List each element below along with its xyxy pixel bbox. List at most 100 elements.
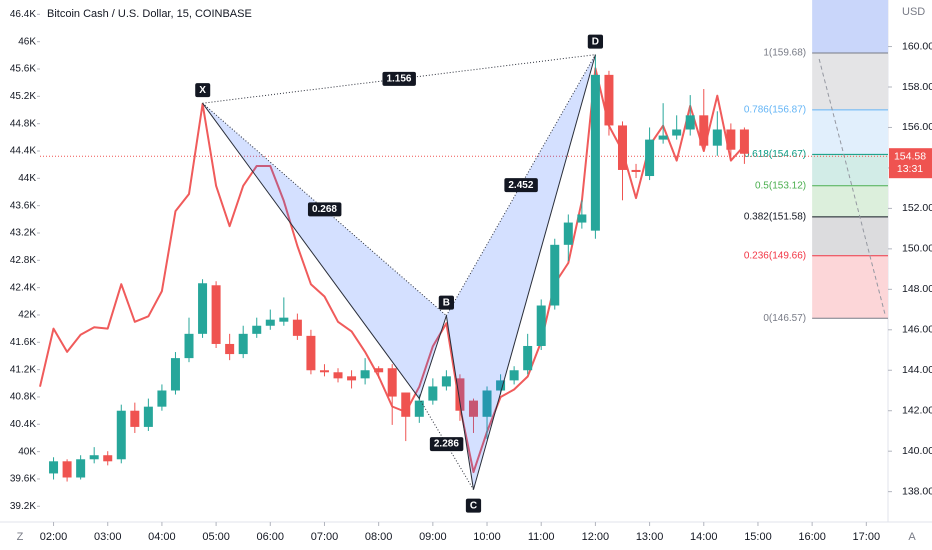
- y-tick-label: 148.00: [902, 283, 932, 295]
- candle-body: [238, 333, 248, 355]
- candle-body: [712, 129, 722, 146]
- fib-band: [812, 185, 888, 217]
- fib-level-label: 0.786(156.87): [744, 105, 806, 116]
- candle-body: [563, 222, 573, 245]
- pattern-ratio-label-text: 2.286: [434, 439, 459, 450]
- x-tick-label: 15:00: [744, 531, 772, 543]
- pattern-point-label-bg: [465, 498, 482, 513]
- candle-body: [441, 376, 451, 387]
- y-tick-label: 146.00: [902, 324, 932, 336]
- candle-body: [184, 333, 194, 359]
- candle-body: [306, 335, 316, 371]
- y2-tick-label: 42.4K: [10, 282, 36, 293]
- pattern-fill: [202, 103, 447, 399]
- fib-band: [812, 255, 888, 319]
- chart-title: Bitcoin Cash / U.S. Dollar, 15, COINBASE: [47, 8, 252, 20]
- x-tick-label: 09:00: [419, 531, 447, 543]
- last-price-tag: [889, 148, 932, 179]
- fib-level-label: 0.5(153.12): [755, 180, 806, 191]
- pattern-point-label-text: C: [470, 500, 477, 511]
- candle-body: [658, 135, 668, 140]
- candle-body: [523, 345, 533, 371]
- x-tick-label: 02:00: [40, 531, 68, 543]
- candle-body: [672, 129, 682, 136]
- y-tick-label: 156.00: [902, 121, 932, 133]
- y2-tick-label: 44.8K: [10, 118, 36, 129]
- y2-tick-label: 45.6K: [10, 64, 36, 75]
- pattern-fill: [446, 54, 596, 490]
- pattern-point-label-bg: [587, 34, 604, 49]
- y2-tick-label: 41.2K: [10, 364, 36, 375]
- pattern-point-label: D: [587, 34, 604, 49]
- candle-body: [482, 390, 492, 417]
- fib-band: [812, 216, 888, 256]
- y-tick-label: 158.00: [902, 81, 932, 93]
- pattern-ratio-label-bg: [429, 437, 464, 452]
- fib-band: [812, 109, 888, 155]
- y2-tick-label: 45.2K: [10, 91, 36, 102]
- candle-body: [198, 283, 208, 334]
- zoom-button[interactable]: Z: [17, 531, 24, 543]
- x-tick-label: 10:00: [473, 531, 501, 543]
- last-price-countdown: 13:31: [897, 163, 923, 175]
- fib-level-label: 0.236(149.66): [744, 250, 806, 261]
- fib-level-label: 0(146.57): [763, 313, 806, 324]
- fib-level-label: 1(159.68): [763, 48, 806, 59]
- candle-body: [726, 129, 736, 150]
- x-tick-label: 07:00: [311, 531, 339, 543]
- candle-body: [49, 461, 59, 474]
- candle-body: [292, 319, 302, 336]
- fib-above-band: [812, 0, 888, 54]
- y-tick-label: 140.00: [902, 445, 932, 457]
- candle-body: [699, 115, 709, 146]
- pattern-point-label-bg: [195, 83, 211, 98]
- x-tick-label: 14:00: [690, 531, 718, 543]
- auto-scale-button[interactable]: A: [908, 531, 916, 543]
- y2-tick-label: 40.4K: [10, 419, 36, 430]
- candle-body: [631, 169, 641, 172]
- fib-band: [812, 53, 888, 110]
- pattern-point-label: X: [195, 83, 211, 98]
- candle-body: [414, 400, 424, 417]
- candle-body: [143, 406, 153, 427]
- candle-body: [428, 386, 438, 401]
- x-tick-label: 08:00: [365, 531, 393, 543]
- candle-body: [374, 368, 384, 373]
- candle-body: [468, 400, 478, 417]
- candle-body: [170, 358, 180, 391]
- x-tick-label: 13:00: [636, 531, 664, 543]
- pattern-point-label: C: [465, 498, 482, 513]
- candle-body: [89, 455, 99, 460]
- candle-body: [401, 392, 411, 417]
- pattern-point-label-bg: [438, 295, 455, 310]
- y2-tick-label: 43.2K: [10, 228, 36, 239]
- candle-body: [252, 325, 262, 334]
- y2-tick-label: 42.8K: [10, 255, 36, 266]
- candle-body: [157, 390, 167, 407]
- fib-level-label: 0.382(151.58): [744, 212, 806, 223]
- y2-tick-label: 40K: [18, 446, 36, 457]
- candle-body: [279, 317, 289, 322]
- candle-body: [387, 368, 397, 397]
- candle-body: [265, 319, 275, 326]
- y-tick-label: 150.00: [902, 243, 932, 255]
- candle-body: [62, 461, 72, 478]
- candle-body: [130, 410, 140, 427]
- x-tick-label: 03:00: [94, 531, 122, 543]
- y-tick-label: 138.00: [902, 485, 932, 497]
- y2-tick-label: 39.2K: [10, 501, 36, 512]
- y2-tick-label: 43.6K: [10, 200, 36, 211]
- y2-tick-label: 46K: [18, 36, 36, 47]
- y2-tick-label: 41.6K: [10, 337, 36, 348]
- pattern-ratio-label: 0.268: [307, 202, 342, 217]
- candle-body: [103, 455, 113, 462]
- x-tick-label: 12:00: [582, 531, 610, 543]
- candle-body: [347, 376, 357, 381]
- candle-body: [319, 370, 329, 373]
- candle-body: [577, 214, 587, 223]
- y2-tick-label: 40.8K: [10, 392, 36, 403]
- y-tick-label: 142.00: [902, 405, 932, 417]
- x-tick-label: 17:00: [853, 531, 881, 543]
- currency-label: USD: [902, 6, 925, 18]
- candle-body: [590, 74, 600, 231]
